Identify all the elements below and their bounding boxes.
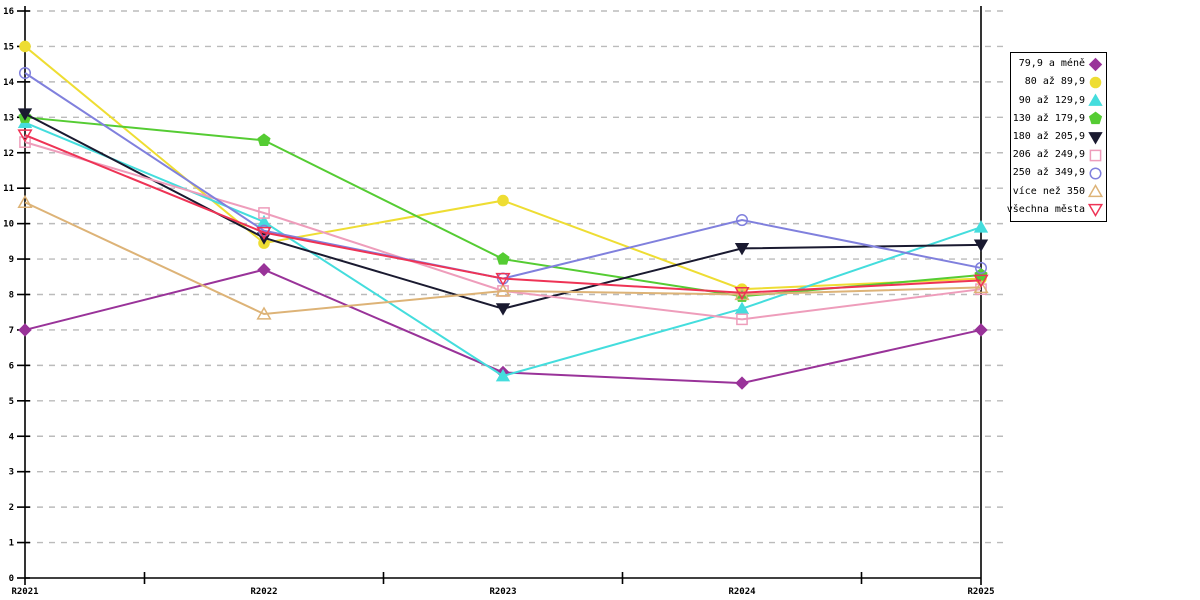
triangle-down-icon	[1088, 204, 1103, 218]
data-point-marker	[735, 214, 749, 227]
y-axis-tick-label: 11	[3, 184, 14, 194]
data-point-marker	[258, 207, 270, 219]
data-point-marker	[495, 369, 511, 382]
legend-item-4: 130 až 179,9	[1013, 110, 1103, 128]
data-point-marker	[495, 272, 511, 287]
x-axis-tick-label: R2025	[967, 587, 994, 597]
series-9	[17, 129, 989, 301]
y-axis-tick-label: 16	[3, 7, 14, 17]
data-point-marker	[736, 313, 748, 326]
data-point-marker	[17, 129, 33, 143]
pentagon-icon	[1088, 111, 1103, 125]
data-point-marker	[734, 243, 750, 256]
series-line	[24, 201, 982, 316]
series-3	[17, 115, 989, 382]
x-axis-tick-label: R2022	[250, 587, 277, 597]
y-axis-tick-label: 2	[9, 503, 14, 513]
x-axis-tick-label: R2023	[489, 587, 516, 597]
y-axis-tick-label: 4	[9, 432, 15, 442]
legend-item-label: 250 až 349,9	[1012, 167, 1085, 179]
series-7	[18, 66, 988, 285]
legend-item-label: všechna města	[1006, 203, 1085, 215]
data-point-marker	[495, 303, 511, 316]
data-point-marker	[257, 262, 271, 277]
data-point-marker	[973, 279, 989, 294]
y-axis-tick-label: 5	[9, 397, 14, 407]
legend-item-label: 90 až 129,9	[1018, 94, 1085, 106]
square-icon	[1089, 149, 1102, 162]
pentagon-legend-icon	[1088, 111, 1103, 125]
legend-item-8: více než 350	[1013, 182, 1103, 200]
data-point-marker	[497, 194, 509, 207]
y-axis-tick-label: 8	[9, 291, 14, 301]
y-axis-tick-label: 6	[9, 361, 14, 371]
y-axis-tick-label: 7	[9, 326, 14, 336]
data-point-marker	[19, 136, 31, 148]
legend-item-9: všechna města	[1007, 201, 1103, 219]
legend-item-label: 79,9 a méně	[1018, 58, 1085, 70]
circle-legend-icon	[1089, 76, 1102, 89]
data-point-marker	[973, 239, 989, 252]
y-axis-tick-label: 15	[3, 42, 14, 52]
legend: 79,9 a méně 80 až 89,9 90 až 129,9 130 až 1…	[1007, 52, 1107, 222]
x-axis-tick-label: R2024	[728, 587, 756, 597]
triangle-up-legend-icon	[1088, 93, 1103, 107]
y-axis-tick-label: 9	[9, 255, 14, 265]
data-point-marker	[495, 283, 511, 297]
series-line	[24, 134, 982, 294]
y-axis-tick-label: 12	[3, 149, 14, 159]
legend-item-label: 80 až 89,9	[1024, 76, 1085, 88]
legend-item-6: 206 až 249,9	[1013, 146, 1103, 164]
data-point-marker	[19, 40, 31, 53]
data-point-marker	[257, 133, 271, 146]
y-axis-tick-label: 0	[9, 574, 14, 584]
legend-item-3: 90 až 129,9	[1013, 92, 1103, 110]
triangle-up-icon	[1088, 184, 1103, 198]
circle-legend-icon	[1089, 167, 1102, 180]
x-axis-tick-label: R2021	[11, 587, 38, 597]
data-point-marker	[974, 261, 988, 274]
circle-icon	[1089, 167, 1102, 180]
data-point-marker	[18, 66, 32, 80]
series-8	[17, 194, 989, 320]
data-point-marker	[734, 287, 750, 301]
legend-item-label: 180 až 205,9	[1012, 131, 1085, 142]
y-axis-tick-label: 1	[9, 539, 14, 549]
diamond-legend-icon	[1088, 57, 1103, 71]
circle-icon	[1089, 76, 1102, 89]
legend-item-7: 250 až 349,9	[1013, 164, 1103, 182]
legend-item-label: více než 350	[1012, 185, 1085, 197]
diamond-icon	[1088, 57, 1103, 71]
y-axis-tick-label: 14	[3, 78, 14, 88]
data-point-marker	[256, 226, 272, 240]
data-point-marker	[256, 214, 272, 228]
legend-item-label: 130 až 179,9	[1012, 112, 1085, 124]
data-point-marker	[17, 194, 33, 209]
data-point-marker	[973, 220, 989, 233]
legend-item-1: 79,9 a méně	[1013, 55, 1103, 73]
data-point-marker	[18, 323, 32, 337]
data-point-marker	[256, 306, 272, 320]
triangle-down-legend-icon	[1088, 131, 1103, 145]
y-axis-tick-label: 3	[9, 468, 14, 478]
data-point-marker	[974, 323, 988, 337]
data-point-marker	[17, 108, 33, 121]
triangle-up-icon	[1088, 93, 1103, 107]
legend-item-5: 180 až 205,9	[1013, 128, 1103, 146]
legend-item-label: 206 až 249,9	[1012, 149, 1085, 161]
y-axis-tick-label: 13	[3, 113, 14, 123]
triangle-up-legend-icon	[1088, 184, 1103, 198]
triangle-down-icon	[1088, 131, 1103, 145]
series-line	[24, 121, 982, 378]
square-legend-icon	[1089, 149, 1102, 162]
legend-item-2: 80 až 89,9	[1013, 73, 1103, 91]
data-point-marker	[735, 376, 749, 390]
data-point-marker	[973, 274, 989, 288]
y-axis-tick-label: 10	[3, 220, 14, 230]
data-point-marker	[496, 252, 510, 265]
triangle-down-legend-icon	[1088, 204, 1103, 218]
